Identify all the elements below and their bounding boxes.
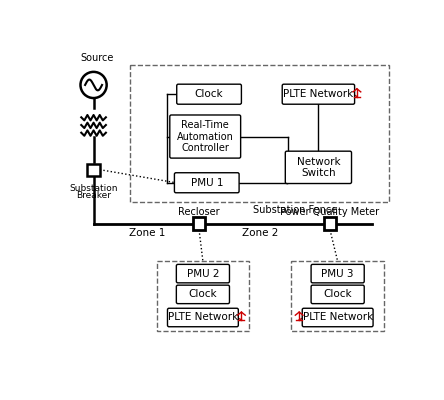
Text: Recloser: Recloser bbox=[178, 207, 220, 217]
FancyBboxPatch shape bbox=[174, 173, 239, 193]
Text: Clock: Clock bbox=[323, 290, 352, 299]
Bar bbox=[291, 261, 384, 330]
Text: PMU 2: PMU 2 bbox=[186, 269, 219, 279]
FancyBboxPatch shape bbox=[176, 285, 230, 304]
Text: Substation Fence: Substation Fence bbox=[253, 205, 337, 215]
Bar bbox=[157, 261, 249, 330]
Text: Substation: Substation bbox=[69, 184, 118, 194]
Text: PMU 3: PMU 3 bbox=[321, 269, 354, 279]
Text: Power Quality Meter: Power Quality Meter bbox=[281, 207, 380, 217]
Bar bbox=[324, 218, 336, 230]
Text: Zone 1: Zone 1 bbox=[129, 228, 166, 238]
Text: Clock: Clock bbox=[189, 290, 217, 299]
Text: Real-Time
Automation
Controller: Real-Time Automation Controller bbox=[177, 120, 234, 153]
FancyBboxPatch shape bbox=[176, 264, 230, 283]
FancyBboxPatch shape bbox=[177, 84, 242, 104]
Bar bbox=[87, 164, 100, 176]
Text: PLTE Network: PLTE Network bbox=[283, 89, 353, 99]
FancyBboxPatch shape bbox=[302, 308, 373, 327]
Bar bbox=[130, 65, 389, 202]
Bar bbox=[193, 218, 205, 230]
FancyBboxPatch shape bbox=[170, 115, 241, 158]
Text: Network
Switch: Network Switch bbox=[297, 156, 340, 178]
FancyBboxPatch shape bbox=[311, 285, 364, 304]
FancyBboxPatch shape bbox=[282, 84, 355, 104]
Text: PLTE Network: PLTE Network bbox=[168, 312, 238, 322]
Text: PLTE Network: PLTE Network bbox=[302, 312, 373, 322]
Text: Clock: Clock bbox=[195, 89, 223, 99]
Text: PMU 1: PMU 1 bbox=[190, 178, 223, 188]
Text: Zone 2: Zone 2 bbox=[242, 228, 279, 238]
FancyBboxPatch shape bbox=[167, 308, 238, 327]
FancyBboxPatch shape bbox=[311, 264, 364, 283]
Text: Source: Source bbox=[81, 53, 114, 63]
Text: Breaker: Breaker bbox=[76, 191, 111, 200]
FancyBboxPatch shape bbox=[285, 151, 352, 184]
